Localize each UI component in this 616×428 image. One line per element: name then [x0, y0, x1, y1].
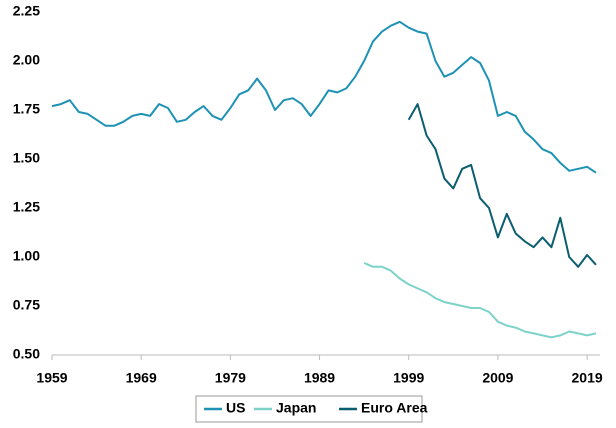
- y-tick-label: 1.75: [13, 101, 40, 117]
- legend-label: US: [226, 400, 245, 416]
- line-series: [51, 20, 597, 174]
- legend-label: Japan: [276, 400, 316, 416]
- legend-box: [195, 395, 423, 423]
- y-tick-label: 1.25: [13, 199, 40, 215]
- x-tick-label: 1969: [126, 370, 157, 386]
- y-tick-label: 1.50: [13, 150, 40, 166]
- y-tick-label: 2.00: [13, 52, 40, 68]
- y-tick-label: 1.00: [13, 248, 40, 264]
- x-tick-label: 1999: [393, 370, 424, 386]
- legend-label: Euro Area: [361, 400, 428, 416]
- x-tick-label: 1959: [36, 370, 67, 386]
- y-tick-label: 0.50: [13, 346, 40, 362]
- x-tick-label: 2009: [482, 370, 513, 386]
- x-tick-label: 1989: [304, 370, 335, 386]
- y-tick-label: 2.25: [13, 3, 40, 19]
- x-tick-label: 2019: [572, 370, 603, 386]
- line-series: [363, 261, 597, 339]
- line-series: [407, 103, 597, 268]
- x-tick-label: 1979: [215, 370, 246, 386]
- y-tick-label: 0.75: [13, 297, 40, 313]
